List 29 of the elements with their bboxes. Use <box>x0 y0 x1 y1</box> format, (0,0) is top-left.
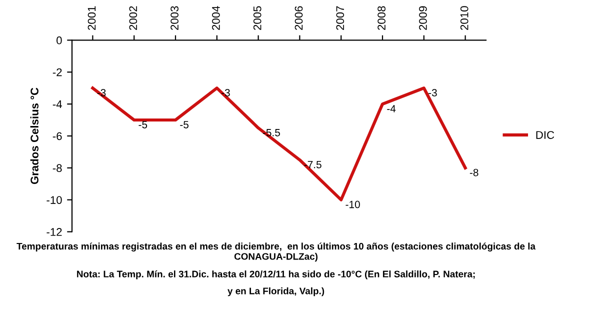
line-series <box>91 86 467 202</box>
x-tick-label: 2010 <box>460 6 468 30</box>
data-label: -3 <box>428 89 437 96</box>
text: Nota: La Temp. Mín. el 31.Dic. hasta el 20/12/11 ha sido de -10°C (En El Saldillo, P. Natera; <box>77 270 475 280</box>
x-tick-label: 2002 <box>129 6 138 30</box>
x-tick-label: 2005 <box>253 6 262 30</box>
y-tick-label: -10 <box>46 196 62 204</box>
y-tick-label: -12 <box>46 228 62 236</box>
y-axis-title: Grados Celsius °C <box>30 88 38 184</box>
data-label: -10 <box>346 200 360 208</box>
y-tick-label: -6 <box>52 132 62 140</box>
y-tick-label: 0 <box>56 36 62 44</box>
x-tick-label: 2006 <box>294 6 303 30</box>
x-tick-label: 2001 <box>88 6 96 30</box>
data-label: -8 <box>470 168 478 176</box>
x-tick-label: 2008 <box>378 6 386 30</box>
data-label: -4 <box>387 105 396 112</box>
legend-label: DIC <box>536 131 554 139</box>
text: Temperaturas mínimas registradas en el mes de diciembre, en los últimos 10 años (estaciones climatológicas de la CONAGUA-DLZac) <box>16 242 536 262</box>
text: y en La Florida, Valp.) <box>228 287 324 296</box>
x-tick-label: 2004 <box>212 6 220 30</box>
x-tick-label: 2003 <box>170 6 178 30</box>
data-label: -5 <box>180 121 188 128</box>
x-tick-label: 2009 <box>419 6 427 30</box>
y-tick-label: -2 <box>52 68 62 76</box>
data-label: -5 <box>138 121 148 128</box>
y-tick-label: -8 <box>52 164 62 172</box>
y-tick-label: -4 <box>52 100 62 108</box>
x-tick-label: 2007 <box>336 6 344 30</box>
